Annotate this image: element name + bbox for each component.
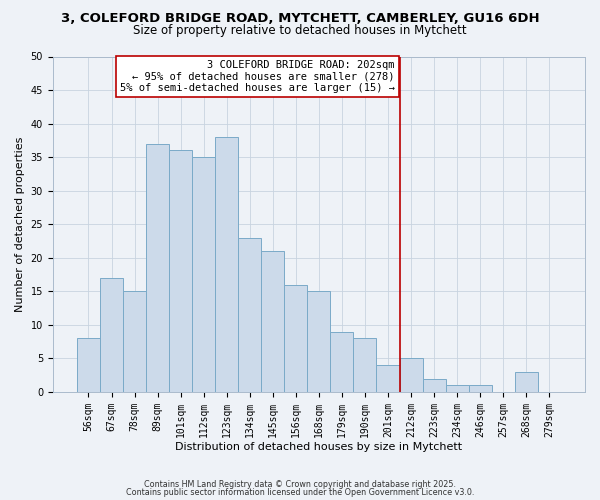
Text: Contains public sector information licensed under the Open Government Licence v3: Contains public sector information licen… — [126, 488, 474, 497]
Bar — [100, 278, 123, 392]
Bar — [469, 386, 491, 392]
Bar — [146, 144, 169, 392]
Bar — [215, 137, 238, 392]
Bar — [331, 332, 353, 392]
Bar — [446, 386, 469, 392]
Text: Contains HM Land Registry data © Crown copyright and database right 2025.: Contains HM Land Registry data © Crown c… — [144, 480, 456, 489]
Bar — [400, 358, 422, 392]
Bar — [353, 338, 376, 392]
Bar — [261, 251, 284, 392]
Text: 3, COLEFORD BRIDGE ROAD, MYTCHETT, CAMBERLEY, GU16 6DH: 3, COLEFORD BRIDGE ROAD, MYTCHETT, CAMBE… — [61, 12, 539, 26]
Bar — [123, 292, 146, 392]
Text: 3 COLEFORD BRIDGE ROAD: 202sqm
← 95% of detached houses are smaller (278)
5% of : 3 COLEFORD BRIDGE ROAD: 202sqm ← 95% of … — [120, 60, 395, 93]
Bar — [77, 338, 100, 392]
Bar — [169, 150, 192, 392]
Bar — [515, 372, 538, 392]
Bar — [422, 378, 446, 392]
Bar — [284, 284, 307, 392]
Bar — [238, 238, 261, 392]
Bar — [376, 365, 400, 392]
Bar — [307, 292, 331, 392]
Text: Size of property relative to detached houses in Mytchett: Size of property relative to detached ho… — [133, 24, 467, 37]
Y-axis label: Number of detached properties: Number of detached properties — [15, 136, 25, 312]
X-axis label: Distribution of detached houses by size in Mytchett: Distribution of detached houses by size … — [175, 442, 463, 452]
Bar — [192, 157, 215, 392]
